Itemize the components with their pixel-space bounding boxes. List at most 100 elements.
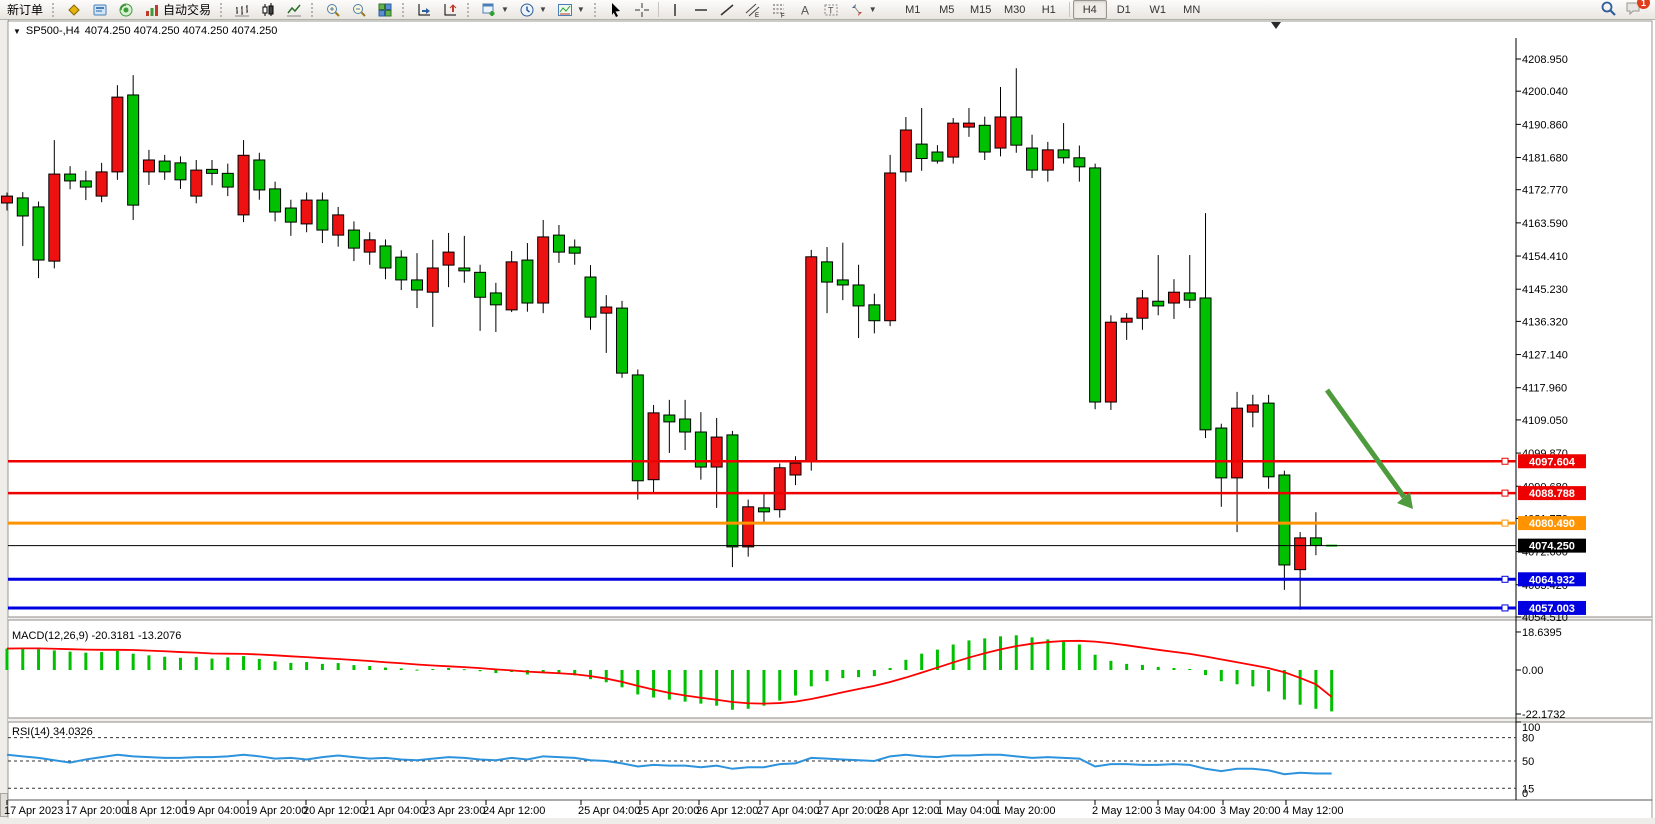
candle: [32, 201, 45, 279]
cursor-button[interactable]: [603, 0, 629, 20]
zoom-in-button[interactable]: [320, 0, 346, 20]
svg-text:4154.410: 4154.410: [1522, 251, 1568, 263]
candle: [694, 412, 707, 480]
candlestick-chart-button[interactable]: [255, 0, 281, 20]
toolbar-separator: [657, 2, 659, 17]
arrow-annotation[interactable]: [1324, 388, 1413, 509]
diamond-button[interactable]: [61, 0, 87, 20]
tab-timeframe-m1[interactable]: M1: [905, 3, 921, 16]
auto-scroll-button[interactable]: [411, 0, 437, 20]
auto-trading-label: 自动交易: [163, 3, 212, 17]
signals-icon: [118, 2, 134, 18]
price-line-badges: 4097.604 4088.788 4080.490 4074.250 4064.932…: [1518, 454, 1586, 615]
svg-text:25 Apr 20:00: 25 Apr 20:00: [637, 805, 699, 817]
one-click-trading-toggle[interactable]: ▼: [13, 26, 21, 36]
line-chart-button[interactable]: [281, 0, 307, 20]
svg-text:0.00: 0.00: [1522, 665, 1543, 677]
tab-timeframe-h1[interactable]: H1: [1041, 3, 1056, 16]
zoom-out-button[interactable]: [346, 0, 372, 20]
candle: [411, 253, 424, 309]
candle: [647, 404, 660, 493]
horizontal-price-lines[interactable]: [8, 457, 1516, 612]
candle: [726, 430, 739, 568]
text-label-button[interactable]: T: [818, 0, 844, 20]
crosshair-button[interactable]: [629, 0, 655, 20]
tab-timeframe-w1[interactable]: W1: [1149, 3, 1166, 16]
signals-button[interactable]: [113, 0, 139, 20]
horizontal-line-button[interactable]: [688, 0, 714, 20]
template-icon: [557, 2, 573, 18]
candle: [474, 264, 487, 331]
zoom-out-icon: [351, 2, 367, 18]
candle: [489, 282, 502, 332]
channel-button[interactable]: E: [740, 0, 766, 20]
candle: [1136, 290, 1149, 330]
svg-text:3 May 04:00: 3 May 04:00: [1155, 805, 1216, 817]
toolbar-grip: [52, 2, 57, 17]
new-chart-button[interactable]: ▼: [476, 0, 514, 20]
tab-timeframe-h4[interactable]: H4: [1072, 0, 1107, 19]
vertical-line-button[interactable]: [662, 0, 688, 20]
rsi-label: RSI(14) 34.0326: [12, 726, 93, 738]
search-icon[interactable]: [1600, 0, 1617, 20]
svg-text:4117.960: 4117.960: [1522, 383, 1567, 395]
candle: [1026, 134, 1039, 179]
svg-text:28 Apr 12:00: 28 Apr 12:00: [877, 805, 939, 817]
fibonacci-button[interactable]: F: [766, 0, 792, 20]
periods-clock-icon: [519, 2, 535, 18]
candle: [899, 116, 912, 182]
svg-text:4054.510: 4054.510: [1522, 612, 1568, 624]
candle: [757, 493, 770, 522]
chat-button[interactable]: 1: [1625, 0, 1650, 19]
text-button[interactable]: A: [792, 0, 818, 20]
svg-text:3 May 20:00: 3 May 20:00: [1220, 805, 1281, 817]
tab-timeframe-m5[interactable]: M5: [939, 3, 955, 16]
arrows-button[interactable]: ▼: [844, 0, 882, 20]
tab-timeframe-m15[interactable]: M15: [970, 3, 992, 16]
tab-timeframe-d1[interactable]: D1: [1116, 3, 1131, 16]
candle: [505, 251, 518, 313]
chart-symbol-label: SP500-,H4: [25, 25, 80, 37]
tile-windows-button[interactable]: [372, 0, 398, 20]
macd-label: MACD(12,26,9) -20.3181 -13.2076: [12, 630, 181, 642]
candle: [537, 219, 550, 314]
candle: [426, 239, 439, 327]
candle: [347, 221, 360, 262]
svg-text:4127.140: 4127.140: [1522, 350, 1568, 362]
periods-button[interactable]: ▼: [514, 0, 552, 20]
tab-timeframe-m30[interactable]: M30: [1004, 3, 1026, 16]
market-watch-button[interactable]: [87, 0, 113, 20]
candle: [1152, 254, 1165, 316]
arrows-icon: [849, 2, 865, 18]
svg-text:15: 15: [1522, 783, 1534, 795]
candle: [221, 163, 234, 197]
candle: [332, 206, 345, 247]
rsi-line: [6, 753, 1332, 776]
svg-text:T: T: [828, 5, 834, 15]
toolbar-grip: [402, 2, 407, 17]
new-order-button[interactable]: 新订单: [2, 0, 48, 20]
svg-text:24 Apr 12:00: 24 Apr 12:00: [483, 805, 545, 817]
template-button[interactable]: ▼: [552, 0, 590, 20]
candle: [1057, 123, 1070, 164]
text-icon: A: [797, 2, 813, 18]
candle: [111, 85, 124, 180]
bar-chart-button[interactable]: [229, 0, 255, 20]
candle: [1167, 279, 1180, 319]
candle: [1073, 145, 1086, 182]
candlestick-chart-icon: [260, 2, 276, 18]
auto-trading-button[interactable]: 自动交易: [139, 0, 216, 20]
chart-shift-button[interactable]: [437, 0, 463, 20]
svg-text:4057.003: 4057.003: [1529, 603, 1575, 615]
chart-shift-marker[interactable]: [1271, 22, 1281, 29]
trendline-icon: [719, 2, 735, 18]
candle: [773, 463, 786, 518]
tab-timeframe-mn[interactable]: MN: [1183, 3, 1201, 16]
new-order-label: 新订单: [7, 3, 44, 17]
trendline-button[interactable]: [714, 0, 740, 20]
candle: [316, 192, 329, 244]
candle: [836, 242, 849, 301]
candle: [805, 249, 818, 471]
